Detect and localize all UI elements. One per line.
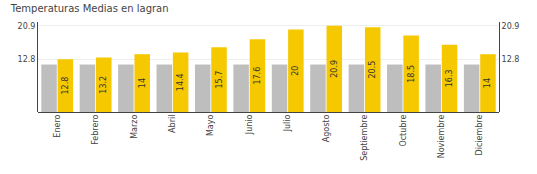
- svg-text:16.3: 16.3: [445, 69, 454, 87]
- svg-text:Noviembre: Noviembre: [437, 115, 446, 159]
- svg-text:14: 14: [483, 78, 492, 88]
- svg-text:Abril: Abril: [168, 115, 177, 133]
- svg-text:Marzo: Marzo: [130, 114, 139, 138]
- svg-text:20.5: 20.5: [368, 61, 377, 79]
- svg-text:Septiembre: Septiembre: [360, 115, 369, 161]
- svg-text:15.7: 15.7: [215, 71, 224, 89]
- svg-text:14.4: 14.4: [176, 73, 185, 91]
- svg-text:20.9: 20.9: [502, 22, 520, 31]
- svg-text:18.5: 18.5: [407, 65, 416, 83]
- svg-text:Febrero: Febrero: [91, 115, 100, 145]
- svg-text:20.9: 20.9: [330, 60, 339, 78]
- svg-text:Junio: Junio: [245, 115, 254, 136]
- svg-text:Diciembre: Diciembre: [475, 115, 484, 156]
- svg-text:20: 20: [291, 66, 300, 76]
- svg-text:14: 14: [138, 78, 147, 88]
- svg-text:20.9: 20.9: [18, 22, 36, 31]
- svg-text:Julio: Julio: [283, 115, 292, 133]
- svg-text:13.2: 13.2: [99, 76, 108, 94]
- svg-text:Mayo: Mayo: [206, 114, 215, 136]
- svg-text:12.8: 12.8: [502, 55, 520, 64]
- svg-text:Temperaturas Medias en lagran: Temperaturas Medias en lagran: [10, 3, 169, 14]
- svg-text:Octubre: Octubre: [399, 115, 408, 147]
- svg-text:Enero: Enero: [53, 115, 62, 138]
- svg-text:12.8: 12.8: [61, 77, 70, 95]
- svg-text:12.8: 12.8: [18, 55, 36, 64]
- svg-text:17.6: 17.6: [253, 67, 262, 85]
- svg-text:Agosto: Agosto: [322, 115, 331, 143]
